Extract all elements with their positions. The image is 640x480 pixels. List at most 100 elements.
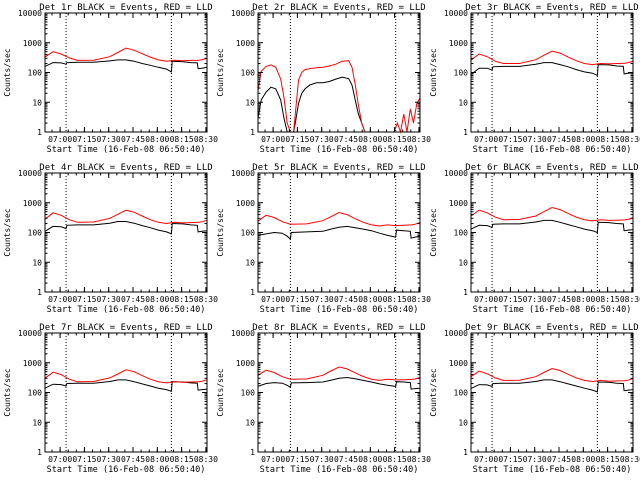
y-tick-label: 1 — [463, 288, 468, 297]
x-tick-label: 08:30 — [620, 455, 640, 464]
y-tick-label: 1 — [463, 128, 468, 137]
x-axis-label: Start Time (16-Feb-08 06:50:40) — [260, 465, 419, 475]
y-tick-label: 10 — [245, 98, 255, 107]
x-tick-label: 08:00 — [358, 295, 382, 304]
y-tick-label: 100 — [28, 229, 43, 238]
y-tick-label: 100 — [454, 389, 469, 398]
plot-frame — [470, 332, 634, 453]
x-tick-label: 08:30 — [194, 455, 218, 464]
chart-title: Det 9r BLACK = Events, RED = LLD — [465, 323, 638, 333]
x-tick-label: 08:30 — [620, 295, 640, 304]
plot-frame — [257, 332, 421, 453]
chart-panel-1: Det 1r BLACK = Events, RED = LLD 1 10 100 10… — [3, 3, 218, 155]
x-tick-label: 08:00 — [571, 455, 595, 464]
plot-frame — [44, 172, 208, 293]
x-axis-label: Start Time (16-Feb-08 06:50:40) — [47, 305, 206, 315]
y-tick-label: 100 — [454, 69, 469, 78]
y-tick-label: 1 — [37, 288, 42, 297]
series-line-lld — [470, 206, 634, 222]
x-axis-label: Start Time (16-Feb-08 06:50:40) — [473, 465, 632, 475]
x-tick-label: 07:15 — [498, 295, 522, 304]
x-tick-label: 07:00 — [261, 295, 285, 304]
plot-frame — [470, 172, 634, 293]
x-tick-label: 07:30 — [310, 455, 334, 464]
x-tick-label: 08:30 — [407, 295, 431, 304]
x-axis-label: Start Time (16-Feb-08 06:50:40) — [47, 145, 206, 155]
y-axis-label: Counts/sec — [3, 208, 12, 256]
x-tick-label: 07:30 — [97, 295, 121, 304]
x-tick-label: 08:15 — [383, 455, 407, 464]
y-tick-label: 1000 — [23, 199, 42, 208]
chart-panel-2: Det 2r BLACK = Events, RED = LLD 1 10 100 10… — [216, 3, 431, 155]
x-tick-label: 07:45 — [547, 135, 571, 144]
y-tick-label: 1000 — [449, 39, 468, 48]
series-line-events — [470, 379, 634, 393]
series-line-lld — [470, 50, 634, 66]
x-tick-label: 08:15 — [170, 135, 194, 144]
x-tick-label: 08:15 — [596, 295, 620, 304]
plot-frame — [44, 12, 208, 133]
x-tick-label: 08:30 — [194, 135, 218, 144]
chart-title: Det 2r BLACK = Events, RED = LLD — [252, 3, 425, 13]
x-tick-label: 07:15 — [285, 295, 309, 304]
x-tick-label: 08:00 — [145, 295, 169, 304]
x-tick-label: 07:30 — [310, 135, 334, 144]
x-tick-label: 08:00 — [145, 135, 169, 144]
y-tick-label: 1000 — [449, 359, 468, 368]
chart-title: Det 4r BLACK = Events, RED = LLD — [39, 163, 212, 173]
chart-panel-8: Det 8r BLACK = Events, RED = LLD 1 10 100 10… — [216, 323, 431, 475]
x-tick-label: 08:15 — [596, 135, 620, 144]
x-tick-label: 08:00 — [145, 455, 169, 464]
y-tick-label: 10000 — [18, 9, 42, 18]
x-tick-label: 08:30 — [407, 455, 431, 464]
chart-title: Det 3r BLACK = Events, RED = LLD — [465, 3, 638, 13]
x-tick-label: 07:45 — [334, 295, 358, 304]
y-tick-label: 1000 — [449, 199, 468, 208]
chart-title: Det 1r BLACK = Events, RED = LLD — [39, 3, 212, 13]
y-tick-label: 100 — [454, 229, 469, 238]
y-tick-label: 100 — [241, 69, 256, 78]
x-tick-label: 08:15 — [170, 455, 194, 464]
x-tick-label: 08:15 — [383, 135, 407, 144]
x-tick-label: 07:45 — [121, 455, 145, 464]
x-tick-label: 07:45 — [547, 295, 571, 304]
x-tick-label: 08:30 — [407, 135, 431, 144]
x-tick-label: 08:15 — [596, 455, 620, 464]
chart-panel-5: Det 5r BLACK = Events, RED = LLD 1 10 100 10… — [216, 163, 431, 315]
chart-panel-4: Det 4r BLACK = Events, RED = LLD 1 10 100 10… — [3, 163, 218, 315]
y-axis-label: Counts/sec — [216, 48, 225, 96]
y-tick-label: 1000 — [236, 39, 255, 48]
y-tick-label: 10 — [245, 258, 255, 267]
y-tick-label: 10000 — [18, 169, 42, 178]
x-tick-label: 07:00 — [48, 455, 72, 464]
plot-frame — [44, 332, 208, 453]
y-tick-label: 1 — [250, 288, 255, 297]
x-tick-label: 08:15 — [383, 295, 407, 304]
y-tick-label: 1 — [37, 128, 42, 137]
x-tick-label: 07:00 — [474, 135, 498, 144]
y-tick-label: 10 — [32, 258, 42, 267]
y-tick-label: 100 — [241, 229, 256, 238]
y-axis-label: Counts/sec — [429, 208, 438, 256]
y-tick-label: 1000 — [23, 39, 42, 48]
chart-panel-3: Det 3r BLACK = Events, RED = LLD 1 10 100 10… — [429, 3, 640, 155]
series-line-lld — [257, 60, 421, 134]
y-tick-label: 10 — [458, 98, 468, 107]
y-tick-label: 10000 — [444, 329, 468, 338]
x-tick-label: 07:15 — [498, 135, 522, 144]
y-tick-label: 10000 — [231, 329, 255, 338]
x-tick-label: 08:30 — [620, 135, 640, 144]
x-tick-label: 07:00 — [474, 295, 498, 304]
y-tick-label: 1 — [37, 448, 42, 457]
y-tick-label: 10 — [458, 418, 468, 427]
x-tick-label: 07:15 — [285, 455, 309, 464]
x-axis-label: Start Time (16-Feb-08 06:50:40) — [260, 305, 419, 315]
series-line-events — [257, 225, 421, 241]
x-tick-label: 08:00 — [571, 295, 595, 304]
x-tick-label: 08:00 — [358, 135, 382, 144]
x-tick-label: 07:30 — [523, 295, 547, 304]
x-axis-label: Start Time (16-Feb-08 06:50:40) — [473, 305, 632, 315]
x-tick-label: 07:30 — [523, 135, 547, 144]
x-tick-label: 07:00 — [261, 135, 285, 144]
